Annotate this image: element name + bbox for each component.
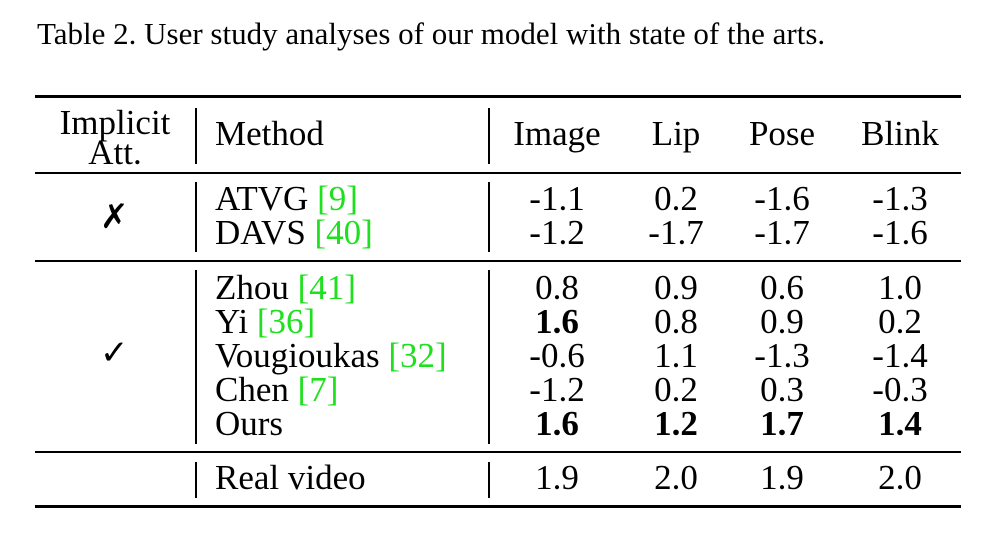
cell-image: -1.1 [529,179,585,218]
cell-blink: -0.3 [872,370,928,409]
header-method: Method [215,114,324,153]
vbar-group1-left [195,182,197,252]
vbar-group1-right [488,182,490,252]
cell-pose: 0.9 [760,302,804,341]
header-lip: Lip [651,114,701,153]
cell-blink: 0.2 [878,302,922,341]
table-row-method: Ours [215,404,284,443]
cell-pose: -1.7 [754,213,810,252]
header-implicit-att: Implicit Att. [40,103,190,172]
table-row-method: DAVS [40] [215,213,373,252]
cell-pose: 0.6 [760,268,804,307]
citation-link[interactable]: [32] [388,336,447,375]
cell-lip: 1.1 [654,336,698,375]
cell-pose: -1.6 [754,179,810,218]
cell-blink: -1.6 [872,213,928,252]
table-row-method: Vougioukas [32] [215,336,447,375]
table-row-method: ATVG [9] [215,179,358,218]
cell-lip: 0.2 [654,370,698,409]
group2-rule [35,451,961,453]
cell-pose: 1.9 [760,458,804,497]
table-row-method: Chen [7] [215,370,339,409]
cell-image: -1.2 [529,213,585,252]
cell-blink: -1.3 [872,179,928,218]
header-pose: Pose [748,114,816,153]
cross-mark-icon: ✗ [100,197,129,237]
cell-blink: 1.0 [878,268,922,307]
table-row-method: Zhou [41] [215,268,356,307]
group1-rule [35,260,961,262]
vbar-group2-right [488,270,490,444]
citation-link[interactable]: [9] [317,179,358,218]
cell-pose: -1.3 [754,336,810,375]
cell-blink-best: 1.4 [878,404,922,443]
cell-image: 0.8 [535,268,579,307]
citation-link[interactable]: [36] [256,302,316,341]
cell-blink: 2.0 [878,458,922,497]
cell-lip: 2.0 [654,458,698,497]
cell-lip: 0.2 [654,179,698,218]
cell-pose-best: 1.7 [760,404,804,443]
citation-link[interactable]: [41] [297,268,356,307]
vbar-real-right [488,462,490,498]
cell-lip: 0.9 [654,268,698,307]
cell-lip: -1.7 [648,213,704,252]
check-mark-icon: ✓ [100,333,129,373]
citation-link[interactable]: [40] [314,213,373,252]
header-rule [35,172,961,174]
vbar-header-right [488,108,490,164]
header-image: Image [513,114,601,153]
vbar-group2-left [195,270,197,444]
top-rule [35,95,961,98]
cell-image-best: 1.6 [535,302,579,341]
real-video-method: Real video [215,458,366,497]
citation-link[interactable]: [7] [297,370,339,409]
cell-pose: 0.3 [760,370,804,409]
cell-image: 1.9 [535,458,579,497]
header-blink: Blink [861,114,939,153]
cell-blink: -1.4 [872,336,928,375]
header-implicit-line1: Implicit [59,103,171,142]
table-caption: Table 2. User study analyses of our mode… [37,16,826,51]
vbar-real-left [195,462,197,498]
bottom-rule [35,505,961,508]
vbar-header-left [195,108,197,164]
cell-image-best: 1.6 [535,404,579,443]
cell-lip: 0.8 [654,302,698,341]
header-implicit-line2: Att. [88,133,142,172]
cell-image: -1.2 [529,370,585,409]
cell-image: -0.6 [529,336,585,375]
cell-lip-best: 1.2 [654,404,698,443]
table-row-method: Yi [36] [215,302,316,341]
